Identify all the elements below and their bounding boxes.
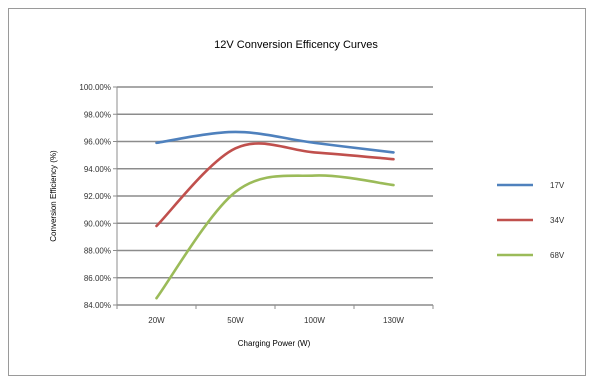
- legend-layer: 17V 34V 68V: [497, 181, 565, 260]
- series-layer: [155, 130, 395, 300]
- x-tick-label: 130W: [383, 316, 404, 325]
- legend-label-68v: 68V: [550, 251, 565, 260]
- grid-layer: [117, 86, 433, 306]
- legend-label-34v: 34V: [550, 216, 565, 225]
- x-tick-label: 20W: [148, 316, 165, 325]
- y-tick-label: 92.00%: [84, 192, 111, 201]
- y-tick-label: 84.00%: [84, 301, 111, 310]
- y-tick-label: 94.00%: [84, 165, 111, 174]
- x-axis-label: Charging Power (W): [238, 339, 311, 348]
- y-tick-label: 88.00%: [84, 247, 111, 256]
- axis-layer: 84.00% 86.00% 88.00% 90.00% 92.00% 94.00% 96.0…: [79, 83, 434, 325]
- y-tick-label: 96.00%: [84, 138, 111, 147]
- chart-title: 12V Conversion Efficency Curves: [214, 39, 378, 51]
- y-axis-label: Conversion Efficiency (%): [49, 150, 58, 242]
- y-tick-label: 86.00%: [84, 274, 111, 283]
- y-tick-label: 90.00%: [84, 219, 111, 228]
- legend-label-17v: 17V: [550, 181, 565, 190]
- x-tick-label: 50W: [227, 316, 244, 325]
- series-line-34v: [155, 142, 395, 228]
- series-line-17v: [155, 130, 395, 154]
- series-line-68v: [155, 174, 395, 300]
- x-tick-label: 100W: [304, 316, 325, 325]
- y-tick-label: 98.00%: [84, 110, 111, 119]
- chart-frame: [8, 8, 586, 376]
- y-tick-label: 100.00%: [79, 83, 111, 92]
